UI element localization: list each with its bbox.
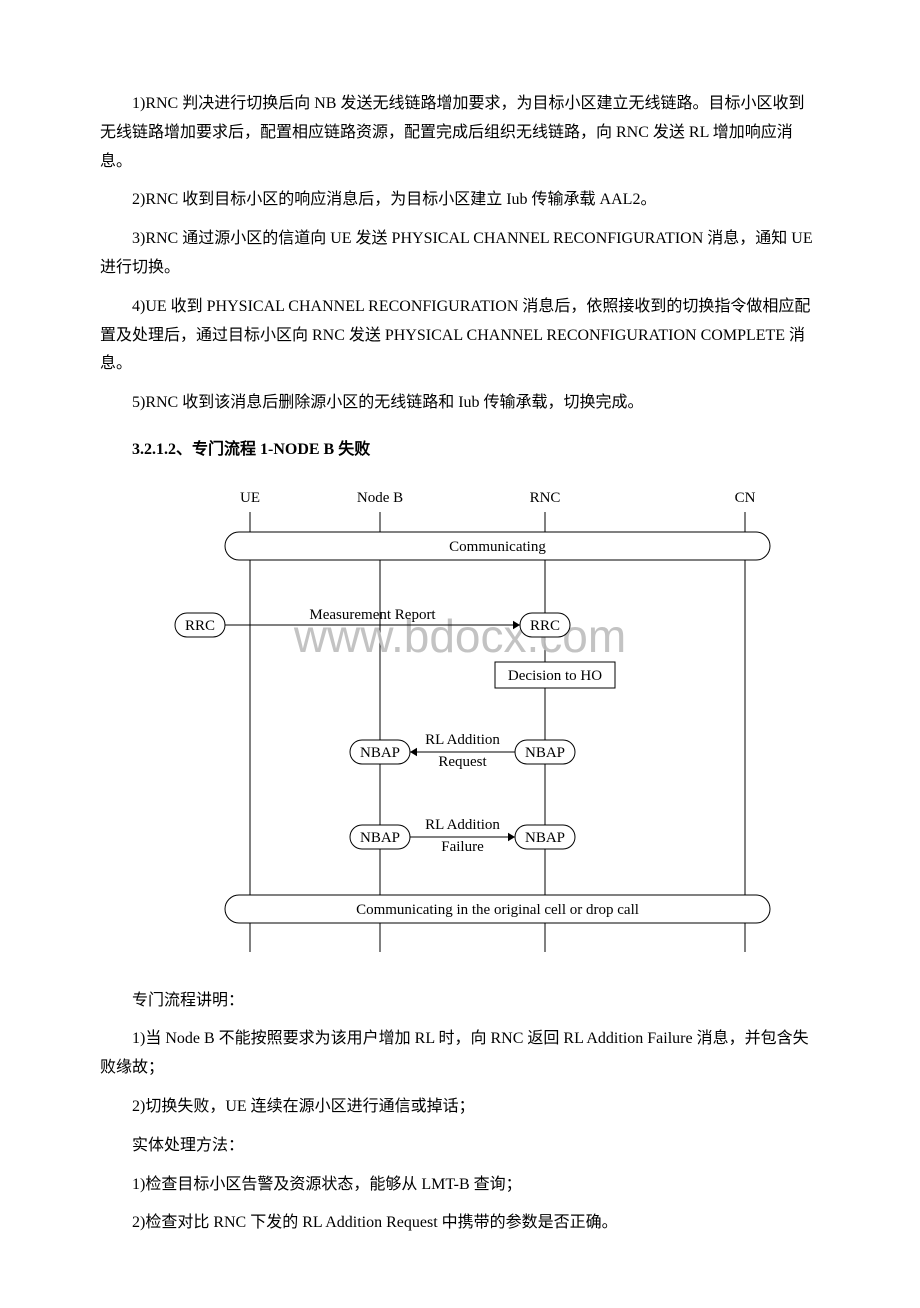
paragraph-5: 5)RNC 收到该消息后删除源小区的无线链路和 Iub 传输承载，切换完成。 xyxy=(100,389,820,418)
svg-text:NBAP: NBAP xyxy=(360,830,400,846)
svg-text:Failure: Failure xyxy=(441,839,484,855)
svg-text:RL Addition: RL Addition xyxy=(425,817,500,833)
svg-text:Communicating: Communicating xyxy=(449,539,546,555)
paragraph-3: 3)RNC 通过源小区的信道向 UE 发送 PHYSICAL CHANNEL R… xyxy=(100,225,820,283)
paragraph-9: 实体处理方法： xyxy=(100,1132,820,1161)
svg-text:UE: UE xyxy=(240,490,260,506)
paragraph-6: 专门流程讲明： xyxy=(100,987,820,1016)
paragraph-8: 2)切换失败，UE 连续在源小区进行通信或掉话； xyxy=(100,1093,820,1122)
svg-text:NBAP: NBAP xyxy=(360,745,400,761)
section-heading: 3.2.1.2、专门流程 1-NODE B 失败 xyxy=(100,436,820,465)
svg-text:RRC: RRC xyxy=(185,618,215,634)
svg-text:Node B: Node B xyxy=(357,490,403,506)
paragraph-10: 1)检查目标小区告警及资源状态，能够从 LMT-B 查询； xyxy=(100,1171,820,1200)
paragraph-1: 1)RNC 判决进行切换后向 NB 发送无线链路增加要求，为目标小区建立无线链路… xyxy=(100,90,820,176)
svg-text:Request: Request xyxy=(438,754,487,770)
sequence-diagram: UENode BRNCCNCommunicatingwww.bdocx.comR… xyxy=(140,477,780,973)
svg-text:RL Addition: RL Addition xyxy=(425,732,500,748)
svg-text:Communicating in the original: Communicating in the original cell or dr… xyxy=(356,902,639,918)
svg-text:Measurement Report: Measurement Report xyxy=(309,607,436,623)
svg-text:NBAP: NBAP xyxy=(525,830,565,846)
paragraph-11: 2)检查对比 RNC 下发的 RL Addition Request 中携带的参… xyxy=(100,1209,820,1238)
svg-text:NBAP: NBAP xyxy=(525,745,565,761)
paragraph-2: 2)RNC 收到目标小区的响应消息后，为目标小区建立 Iub 传输承载 AAL2… xyxy=(100,186,820,215)
svg-text:RRC: RRC xyxy=(530,618,560,634)
svg-text:Decision to HO: Decision to HO xyxy=(508,668,602,684)
svg-text:RNC: RNC xyxy=(530,490,561,506)
paragraph-4: 4)UE 收到 PHYSICAL CHANNEL RECONFIGURATION… xyxy=(100,293,820,379)
paragraph-7: 1)当 Node B 不能按照要求为该用户增加 RL 时，向 RNC 返回 RL… xyxy=(100,1025,820,1083)
svg-text:CN: CN xyxy=(735,490,756,506)
